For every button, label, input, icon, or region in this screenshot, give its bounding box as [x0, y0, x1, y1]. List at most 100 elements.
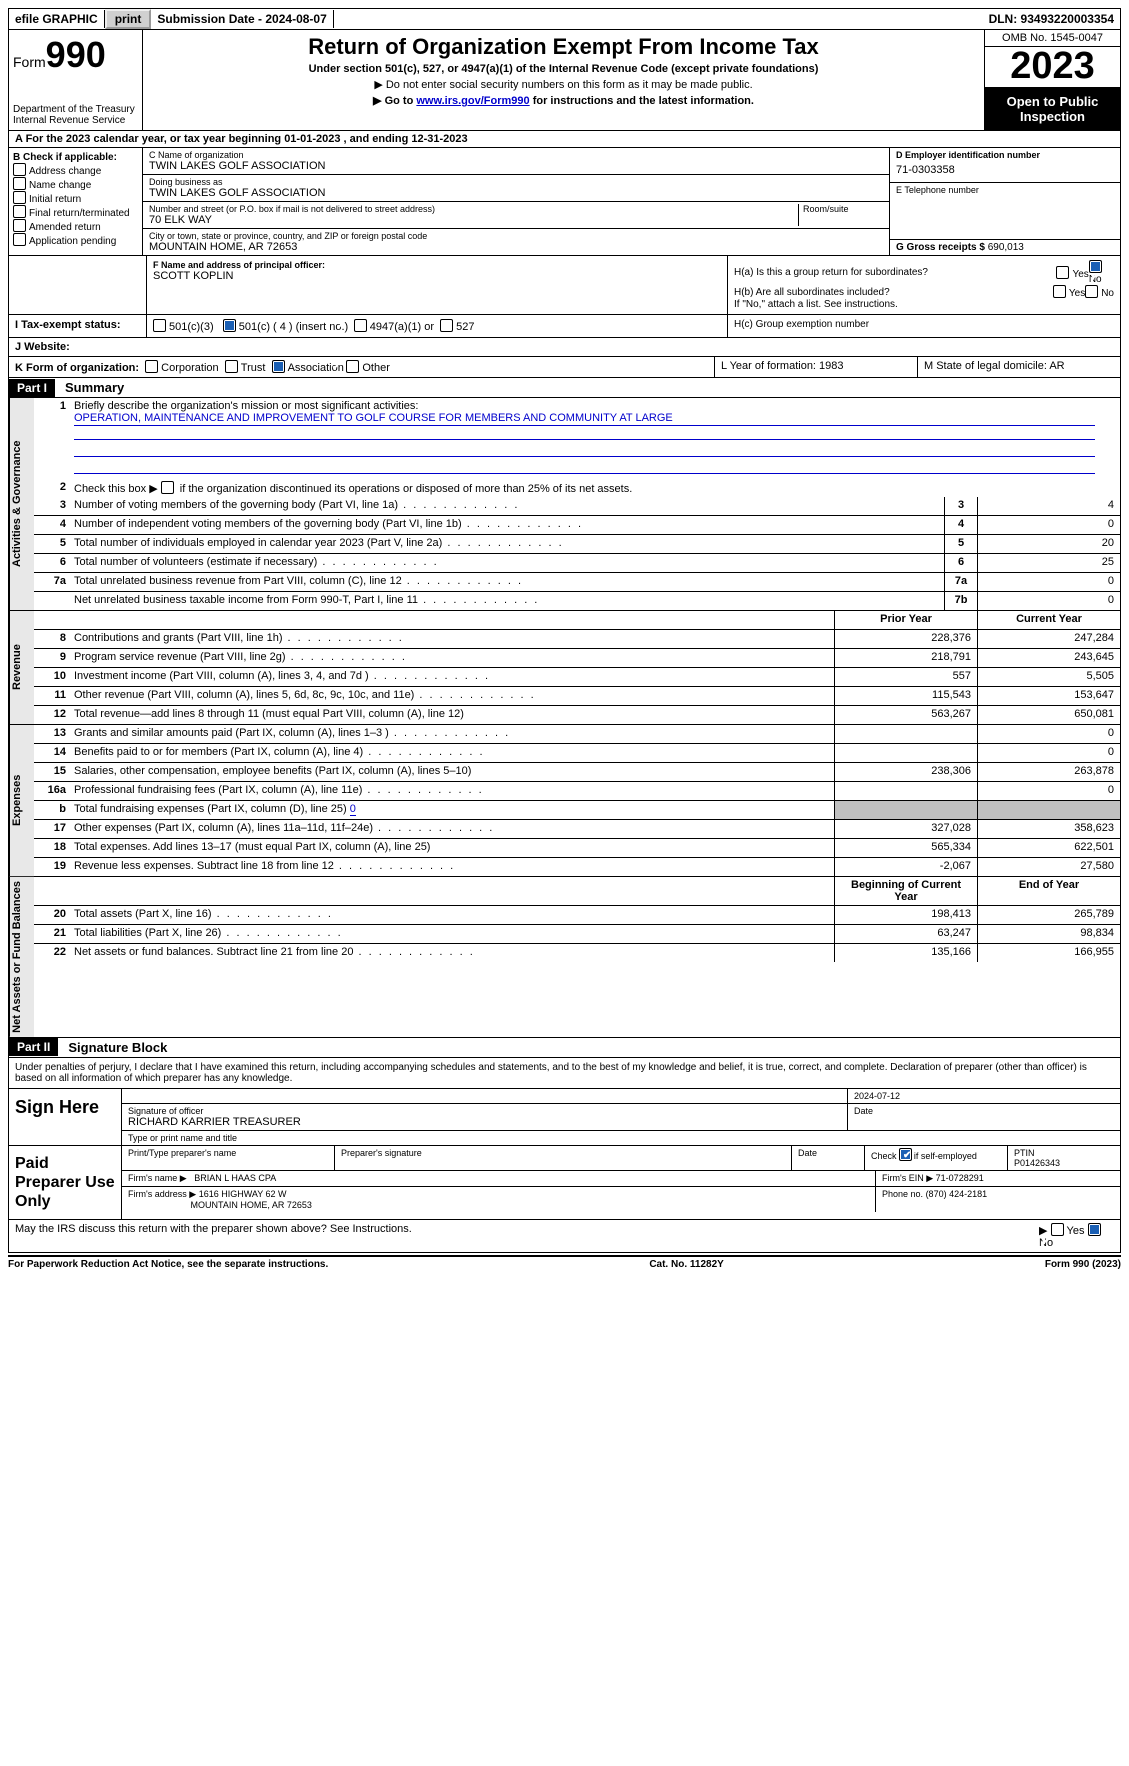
officer-name: SCOTT KOPLIN [153, 270, 721, 282]
chk-527[interactable]: 527 [440, 321, 474, 333]
chk-other[interactable]: Other [346, 362, 390, 374]
self-employed: Check if self-employed [865, 1146, 1008, 1170]
officer-sig: RICHARD KARRIER TREASURER [128, 1116, 841, 1128]
e21: 98,834 [977, 925, 1120, 943]
line-16b: Total fundraising expenses (Part IX, col… [70, 801, 834, 819]
firm-addr2: MOUNTAIN HOME, AR 72653 [191, 1200, 312, 1210]
street-value: 70 ELK WAY [149, 214, 798, 226]
paid-preparer-label: Paid Preparer Use Only [9, 1146, 122, 1220]
perjury-statement: Under penalties of perjury, I declare th… [8, 1058, 1121, 1089]
date-label: Date [848, 1104, 1120, 1130]
submission-date: Submission Date - 2024-08-07 [151, 10, 333, 28]
line-16a: Professional fundraising fees (Part IX, … [70, 782, 834, 800]
hdr-beginning: Beginning of Current Year [834, 877, 977, 905]
section-b: B Check if applicable: Address change Na… [9, 148, 143, 255]
netassets-vlabel: Net Assets or Fund Balances [9, 877, 34, 1037]
mission-text: OPERATION, MAINTENANCE AND IMPROVEMENT T… [74, 412, 1095, 426]
prep-date-label: Date [792, 1146, 865, 1170]
revenue-vlabel: Revenue [9, 611, 34, 724]
p13 [834, 725, 977, 743]
line-6: Total number of volunteers (estimate if … [70, 554, 944, 572]
subtitle-1: Under section 501(c), 527, or 4947(a)(1)… [149, 63, 978, 75]
subtitle-3: ▶ Go to www.irs.gov/Form990 for instruct… [149, 94, 978, 107]
city-value: MOUNTAIN HOME, AR 72653 [149, 241, 883, 253]
ein-value: 71-0303358 [896, 160, 1114, 180]
type-name-label: Type or print name and title [122, 1131, 1120, 1145]
p15: 238,306 [834, 763, 977, 781]
discuss-text: May the IRS discuss this return with the… [15, 1223, 1039, 1249]
chk-501c3[interactable]: 501(c)(3) [153, 321, 214, 333]
discuss-yes[interactable]: Yes [1051, 1225, 1085, 1237]
chk-501c[interactable]: 501(c) ( 4 ) (insert no.) [223, 321, 345, 333]
ha-yes[interactable]: Yes [1056, 266, 1088, 280]
p10: 557 [834, 668, 977, 686]
chk-address-change[interactable]: Address change [13, 163, 138, 177]
dln-label: DLN: 93493220003354 [983, 10, 1120, 28]
p17: 327,028 [834, 820, 977, 838]
ein-label: D Employer identification number [896, 150, 1114, 160]
mission-blank-1 [74, 426, 1095, 440]
chk-self-employed[interactable] [899, 1151, 911, 1161]
b20: 198,413 [834, 906, 977, 924]
prep-name-label: Print/Type preparer's name [122, 1146, 335, 1170]
chk-initial-return[interactable]: Initial return [13, 191, 138, 205]
print-button[interactable]: print [105, 9, 152, 29]
line-4: Number of independent voting members of … [70, 516, 944, 534]
footer-mid: Cat. No. 11282Y [649, 1259, 723, 1270]
chk-trust[interactable]: Trust [225, 362, 266, 374]
e22: 166,955 [977, 944, 1120, 962]
line-9: Program service revenue (Part VIII, line… [70, 649, 834, 667]
netassets-section: Net Assets or Fund Balances Beginning of… [8, 877, 1121, 1038]
c9: 243,645 [977, 649, 1120, 667]
sign-here-block: Sign Here 2024-07-12 Signature of office… [8, 1089, 1121, 1146]
year-formation: L Year of formation: 1983 [714, 357, 917, 377]
line-12: Total revenue—add lines 8 through 11 (mu… [70, 706, 834, 724]
line-15: Salaries, other compensation, employee b… [70, 763, 834, 781]
ha-no[interactable]: No [1089, 260, 1114, 285]
efile-label: efile GRAPHIC [9, 10, 105, 28]
irs-link[interactable]: www.irs.gov/Form990 [416, 95, 529, 107]
dept-treasury: Department of the Treasury [13, 104, 138, 115]
line-19: Revenue less expenses. Subtract line 18 … [70, 858, 834, 876]
phone-label: E Telephone number [896, 185, 1114, 195]
p16a [834, 782, 977, 800]
chk-application-pending[interactable]: Application pending [13, 233, 138, 247]
line-3: Number of voting members of the governin… [70, 497, 944, 515]
line-1-label: Briefly describe the organization's miss… [74, 400, 1116, 412]
chk-discontinued[interactable] [161, 483, 177, 495]
hb-no[interactable]: No [1085, 285, 1114, 299]
p19: -2,067 [834, 858, 977, 876]
line-5: Total number of individuals employed in … [70, 535, 944, 553]
firm-name-label: Firm's name [128, 1173, 177, 1183]
dba-value: TWIN LAKES GOLF ASSOCIATION [149, 187, 883, 199]
c18: 622,501 [977, 839, 1120, 857]
hdr-current: Current Year [977, 611, 1120, 629]
sign-here-label: Sign Here [9, 1089, 122, 1145]
expenses-vlabel: Expenses [9, 725, 34, 876]
hb-yes[interactable]: Yes [1053, 285, 1085, 299]
c16b [977, 801, 1120, 819]
line-7a: Total unrelated business revenue from Pa… [70, 573, 944, 591]
footer-left: For Paperwork Reduction Act Notice, see … [8, 1259, 328, 1270]
mission-blank-3 [74, 460, 1095, 474]
part-1-title: Summary [55, 378, 134, 397]
ptin-value: P01426343 [1014, 1158, 1114, 1168]
p12: 563,267 [834, 706, 977, 724]
subtitle-2: ▶ Do not enter social security numbers o… [149, 78, 978, 91]
chk-final-return[interactable]: Final return/terminated [13, 205, 138, 219]
discuss-row: May the IRS discuss this return with the… [8, 1220, 1121, 1253]
officer-label: F Name and address of principal officer: [153, 260, 721, 270]
form-header: Form990 Department of the Treasury Inter… [8, 30, 1121, 131]
chk-amended-return[interactable]: Amended return [13, 219, 138, 233]
line-17: Other expenses (Part IX, column (A), lin… [70, 820, 834, 838]
chk-4947[interactable]: 4947(a)(1) or [354, 321, 434, 333]
row-a-period: A For the 2023 calendar year, or tax yea… [8, 131, 1121, 148]
chk-corporation[interactable]: Corporation [145, 362, 218, 374]
chk-name-change[interactable]: Name change [13, 177, 138, 191]
chk-association[interactable]: Association [272, 362, 341, 374]
part-1-bar: Part I Summary [8, 378, 1121, 398]
firm-addr1: 1616 HIGHWAY 62 W [199, 1189, 287, 1199]
line-21: Total liabilities (Part X, line 26) [70, 925, 834, 943]
p18: 565,334 [834, 839, 977, 857]
firm-addr-label: Firm's address [128, 1189, 187, 1199]
